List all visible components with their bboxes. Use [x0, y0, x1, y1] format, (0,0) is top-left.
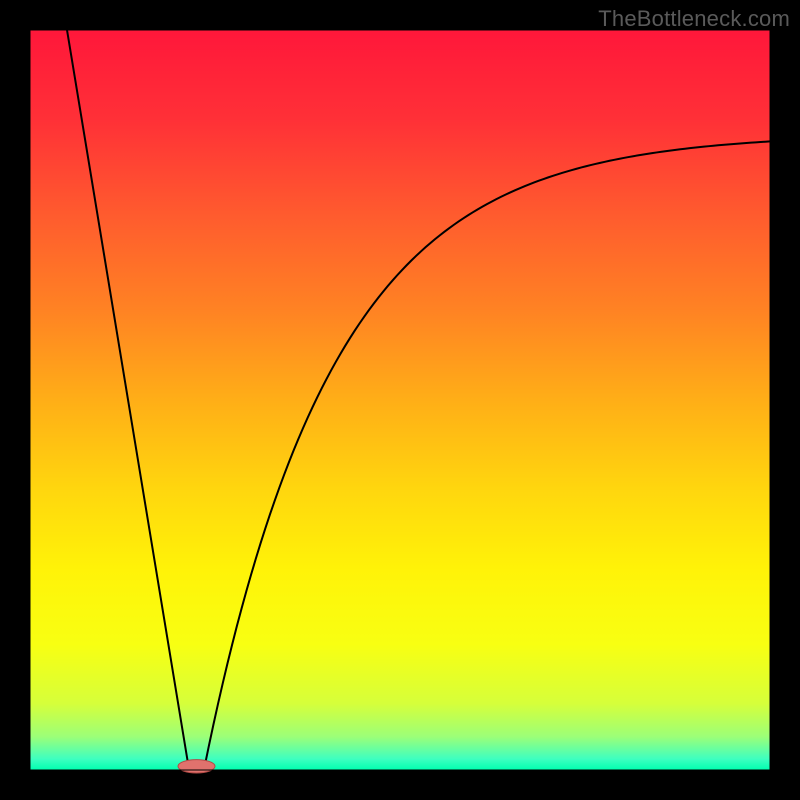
bottleneck-plot — [0, 0, 800, 800]
watermark-text: TheBottleneck.com — [598, 6, 790, 32]
chart-canvas: TheBottleneck.com — [0, 0, 800, 800]
